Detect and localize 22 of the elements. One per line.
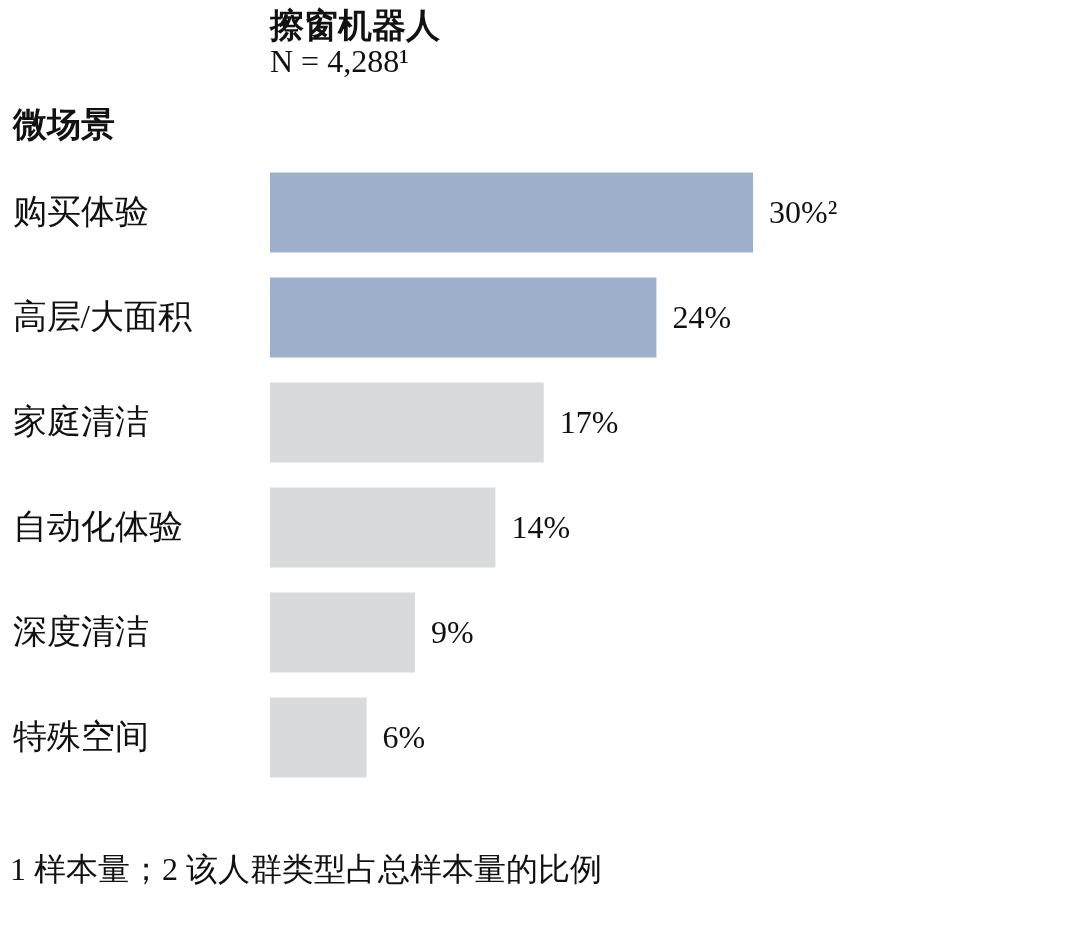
bar xyxy=(270,172,753,253)
y-tick-label: 高层/大面积 xyxy=(12,297,192,335)
chart-subtitle: N = 4,288¹ xyxy=(270,43,409,79)
chart-title: 擦窗机器人 xyxy=(269,7,441,44)
bar xyxy=(270,382,544,463)
bar xyxy=(270,277,657,358)
data-label: 14% xyxy=(511,508,571,545)
bar xyxy=(270,697,367,778)
data-label: 6% xyxy=(382,718,426,755)
bar xyxy=(270,487,496,568)
data-label: 30%² xyxy=(769,193,838,230)
text: 1 样本量；2 该人群类型占总样本量的比例 xyxy=(10,851,602,887)
y-axis-title: 微场景 xyxy=(11,105,115,143)
bar xyxy=(270,592,415,673)
data-label: 9% xyxy=(430,613,474,650)
y-tick-label: 购买体验 xyxy=(12,192,149,230)
y-tick-label: 自动化体验 xyxy=(12,507,183,545)
y-tick-label: 特殊空间 xyxy=(12,717,149,755)
y-tick-label: 深度清洁 xyxy=(12,612,149,650)
data-label: 17% xyxy=(559,403,619,440)
data-label: 24% xyxy=(672,298,732,335)
y-tick-label: 家庭清洁 xyxy=(12,402,149,440)
